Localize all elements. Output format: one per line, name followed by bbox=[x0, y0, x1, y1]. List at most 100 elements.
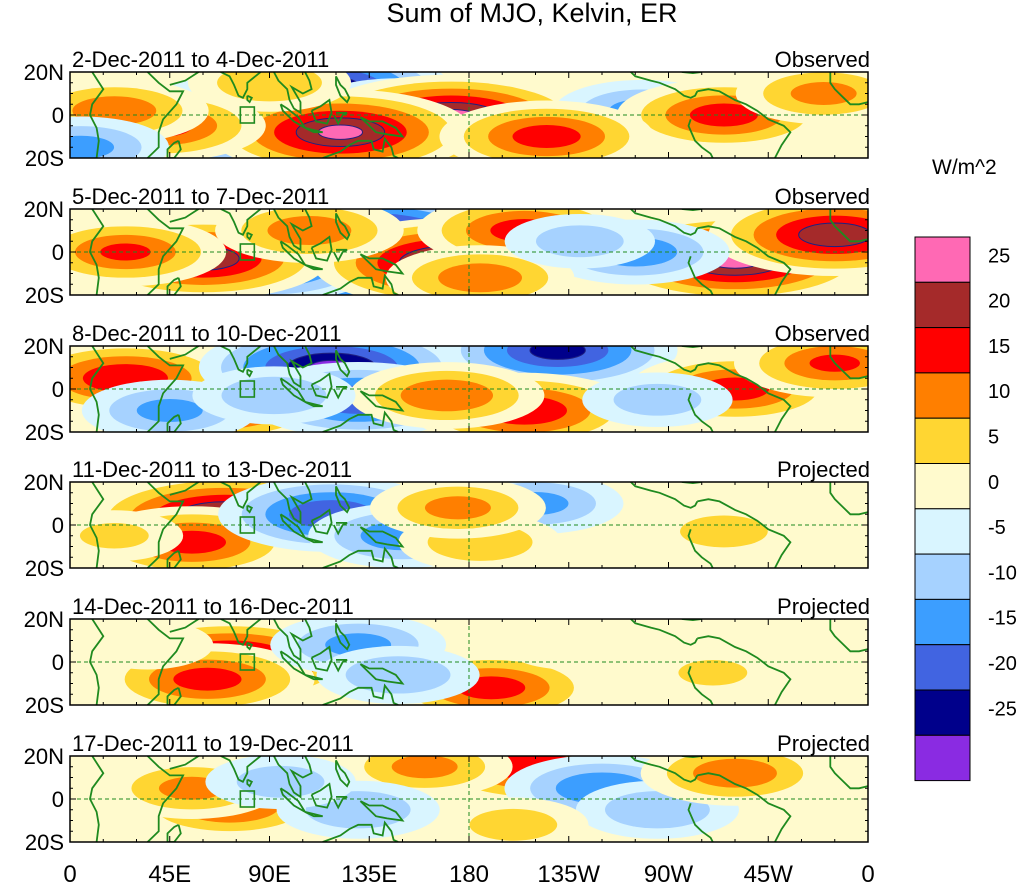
x-tick-label: 45W bbox=[744, 861, 794, 888]
coastline bbox=[146, 209, 185, 295]
coastline bbox=[304, 674, 323, 681]
coastline bbox=[687, 803, 714, 842]
coastline bbox=[335, 212, 351, 241]
coastline bbox=[246, 641, 254, 651]
panel-period: 14-Dec-2011 to 16-Dec-2011 bbox=[72, 594, 354, 619]
coastline bbox=[322, 546, 399, 568]
coastline bbox=[829, 482, 868, 516]
coastline bbox=[220, 482, 262, 510]
x-tick-label: 180 bbox=[449, 861, 489, 888]
anomaly-contour bbox=[400, 379, 494, 412]
coastline bbox=[220, 209, 262, 236]
coastline bbox=[273, 756, 313, 799]
anomaly-contour bbox=[317, 124, 364, 140]
coastline bbox=[322, 410, 399, 432]
y-tick-label: 20N bbox=[24, 744, 64, 769]
coastline bbox=[169, 619, 200, 633]
anomaly-contour bbox=[173, 667, 242, 691]
anomaly-field bbox=[70, 72, 868, 158]
coastline bbox=[273, 346, 313, 389]
y-tick-label: 0 bbox=[52, 377, 64, 402]
colorbar-label: 0 bbox=[988, 472, 999, 494]
panel-period: 5-Dec-2011 to 7-Dec-2011 bbox=[72, 184, 329, 209]
coastline bbox=[220, 619, 262, 647]
colorbar-swatch bbox=[914, 236, 971, 283]
y-tick-label: 20S bbox=[25, 830, 64, 855]
y-tick-label: 20N bbox=[24, 60, 64, 85]
coastline bbox=[630, 346, 699, 373]
coastline bbox=[697, 772, 792, 842]
x-tick-label: 135W bbox=[537, 861, 600, 888]
colorbar-swatch bbox=[914, 281, 971, 329]
panel: 20N 0 20S 8-Dec-2011 to 10-Dec-2011 Observed bbox=[24, 321, 870, 445]
y-tick-label: 20N bbox=[24, 470, 64, 495]
coastline bbox=[89, 72, 105, 158]
anomaly-contour bbox=[529, 346, 586, 360]
colorbar-swatch bbox=[914, 644, 971, 691]
coastline bbox=[310, 235, 333, 262]
anomaly-field bbox=[70, 209, 868, 295]
x-tick-label: 0 bbox=[861, 861, 874, 888]
coastline bbox=[304, 537, 323, 544]
coastline bbox=[304, 401, 323, 408]
coastlines bbox=[89, 619, 868, 705]
colorbar-label: -10 bbox=[988, 562, 1017, 584]
colorbar-label: 5 bbox=[988, 427, 999, 449]
coastline bbox=[322, 273, 399, 295]
y-tick-label: 20S bbox=[25, 283, 64, 308]
anomaly-contour bbox=[70, 135, 115, 158]
anomaly-contour bbox=[100, 243, 151, 261]
coastline bbox=[166, 139, 182, 158]
coastline bbox=[146, 482, 185, 568]
coastline bbox=[829, 72, 868, 106]
anomaly-contour bbox=[512, 125, 581, 148]
coastline bbox=[359, 663, 405, 685]
colorbar-swatch bbox=[914, 553, 971, 600]
y-tick-label: 20N bbox=[24, 334, 64, 359]
coastline bbox=[310, 645, 333, 672]
anomaly-field bbox=[81, 619, 782, 705]
coastline bbox=[335, 349, 351, 378]
coastline bbox=[89, 346, 105, 432]
colorbar-swatch bbox=[914, 463, 971, 510]
coastline bbox=[166, 549, 182, 568]
coastline bbox=[246, 504, 254, 514]
coastline bbox=[304, 264, 323, 271]
anomaly-contour bbox=[236, 765, 325, 798]
coastline bbox=[332, 659, 348, 673]
colorbar-label: -15 bbox=[988, 608, 1017, 630]
coastline bbox=[687, 529, 714, 568]
coastline bbox=[246, 231, 254, 241]
coastline bbox=[630, 619, 699, 646]
coastline bbox=[829, 346, 868, 380]
coastline bbox=[146, 346, 185, 432]
x-tick-label: 0 bbox=[63, 861, 76, 888]
index-box bbox=[239, 243, 256, 261]
chart-title: Sum of MJO, Kelvin, ER bbox=[386, 0, 677, 28]
colorbar-swatch bbox=[914, 372, 971, 419]
coastline bbox=[630, 72, 699, 99]
y-tick-label: 0 bbox=[52, 513, 64, 538]
panel-period: 11-Dec-2011 to 13-Dec-2011 bbox=[72, 457, 352, 482]
coastline bbox=[89, 756, 105, 842]
coastline bbox=[273, 72, 313, 115]
index-box bbox=[239, 106, 256, 124]
coastline bbox=[89, 209, 105, 295]
colorbar-swatch bbox=[914, 417, 971, 465]
y-tick-label: 0 bbox=[52, 787, 64, 812]
anomaly-contour bbox=[535, 225, 624, 258]
anomaly-contour bbox=[221, 376, 327, 415]
coastline bbox=[829, 619, 868, 653]
anomaly-contour bbox=[790, 81, 857, 106]
colorbar-label: 25 bbox=[988, 245, 1010, 267]
panel: 20N 0 20S 2-Dec-2011 to 4-Dec-2011 Observed bbox=[24, 47, 870, 171]
anomaly-contour bbox=[438, 263, 523, 293]
coastline bbox=[335, 75, 351, 104]
coastline bbox=[304, 811, 323, 818]
coastline bbox=[273, 209, 313, 252]
panel-period: 17-Dec-2011 to 19-Dec-2011 bbox=[72, 731, 354, 756]
panel-period: 2-Dec-2011 to 4-Dec-2011 bbox=[72, 47, 329, 72]
x-tick-label: 45E bbox=[148, 861, 191, 888]
y-tick-label: 20S bbox=[25, 556, 64, 581]
coastline bbox=[697, 88, 792, 158]
